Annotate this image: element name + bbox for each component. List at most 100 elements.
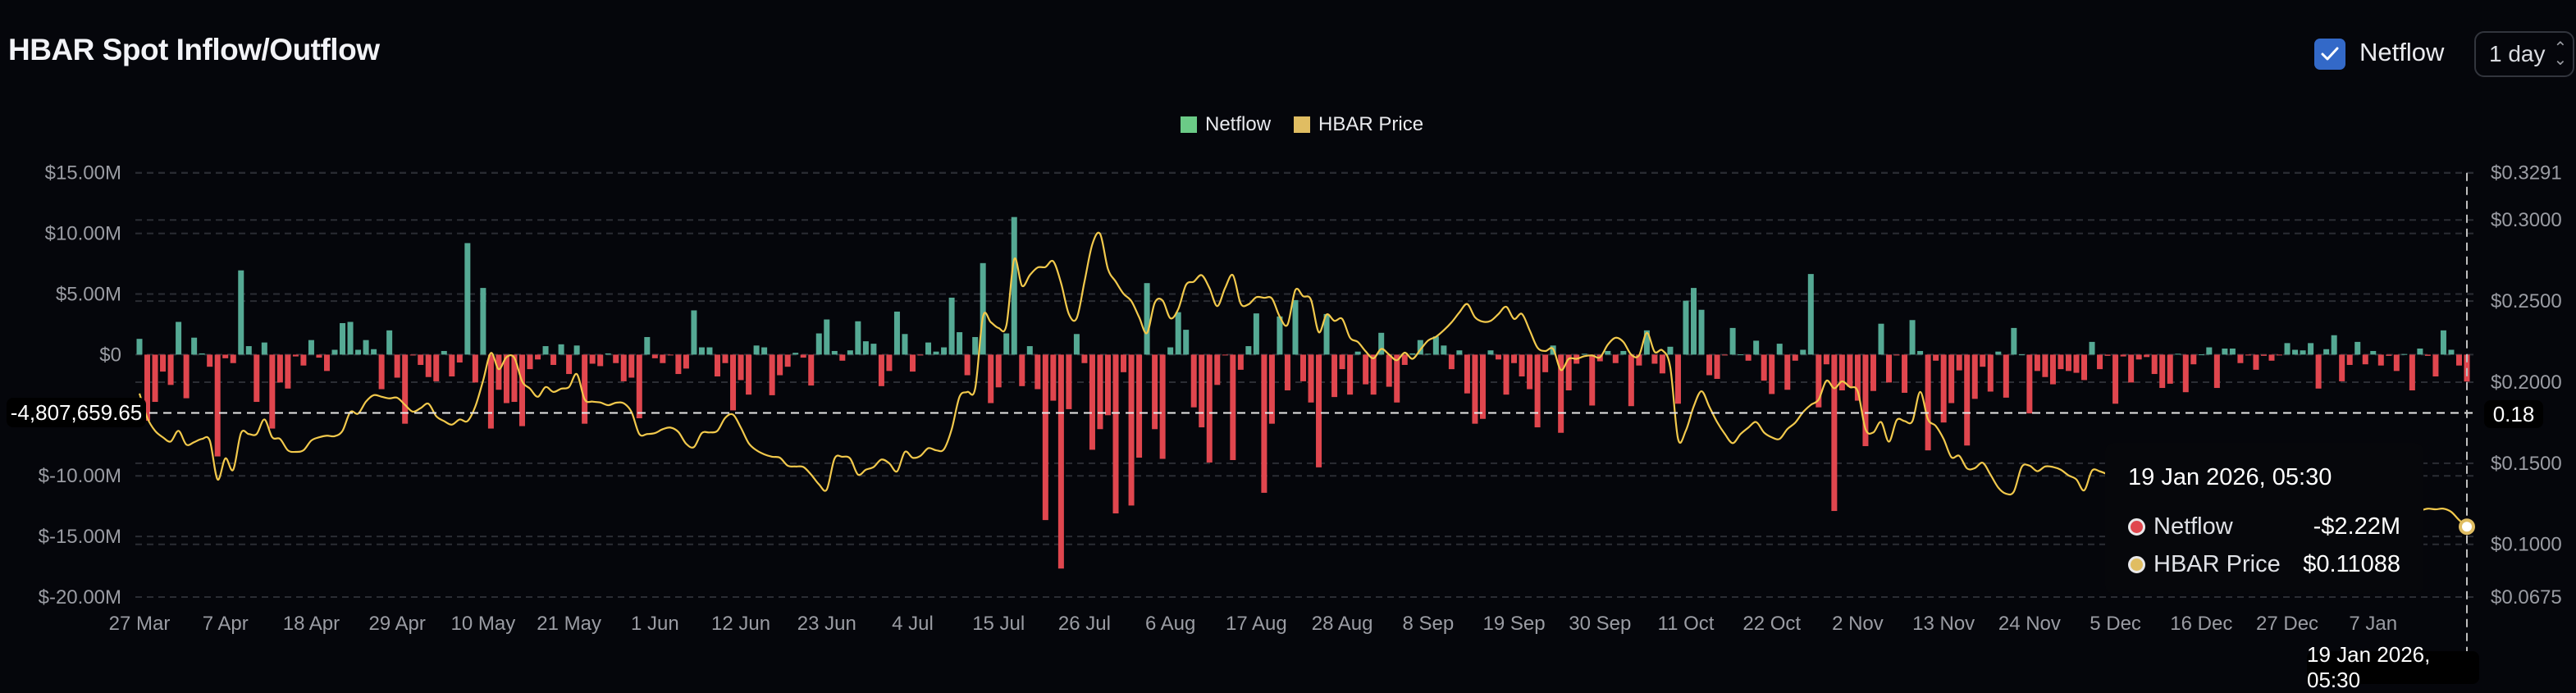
netflow-bar[interactable] — [1496, 354, 1502, 360]
netflow-bar[interactable] — [1323, 313, 1330, 355]
netflow-bar[interactable] — [1643, 330, 1650, 355]
netflow-bar[interactable] — [1363, 354, 1369, 385]
netflow-bar[interactable] — [433, 354, 440, 381]
netflow-bar[interactable] — [620, 354, 627, 381]
netflow-bar[interactable] — [2213, 354, 2220, 389]
netflow-bar[interactable] — [355, 349, 362, 355]
netflow-bar[interactable] — [527, 354, 533, 370]
netflow-bar[interactable] — [1792, 354, 1798, 361]
netflow-bar[interactable] — [2308, 343, 2314, 355]
netflow-bar[interactable] — [276, 354, 283, 383]
netflow-bar[interactable] — [831, 350, 838, 355]
netflow-bar[interactable] — [1511, 354, 1518, 363]
netflow-bar[interactable] — [995, 354, 1002, 388]
netflow-bar[interactable] — [441, 350, 447, 355]
netflow-bar[interactable] — [1479, 354, 1486, 419]
netflow-bar[interactable] — [2081, 354, 2088, 381]
netflow-bar[interactable] — [1354, 351, 1361, 355]
netflow-bar[interactable] — [207, 354, 213, 367]
netflow-bar[interactable] — [738, 354, 744, 381]
netflow-bar[interactable] — [1870, 354, 1876, 391]
netflow-bar[interactable] — [535, 354, 541, 360]
netflow-bar[interactable] — [2206, 347, 2213, 355]
netflow-bar[interactable] — [496, 354, 502, 390]
netflow-bar[interactable] — [2409, 354, 2415, 391]
netflow-bar[interactable] — [340, 322, 346, 355]
netflow-bar[interactable] — [902, 334, 908, 355]
netflow-bar[interactable] — [746, 354, 752, 395]
netflow-bar[interactable] — [1847, 354, 1853, 387]
netflow-bar[interactable] — [300, 354, 307, 366]
netflow-bar[interactable] — [1674, 354, 1681, 404]
netflow-bar[interactable] — [2112, 354, 2119, 404]
netflow-bar[interactable] — [1011, 217, 1017, 355]
netflow-bar[interactable] — [792, 353, 799, 355]
netflow-bar[interactable] — [2253, 354, 2259, 370]
netflow-bar[interactable] — [1800, 349, 1806, 355]
netflow-bar[interactable] — [464, 243, 471, 355]
netflow-bar[interactable] — [2018, 354, 2025, 356]
netflow-bar[interactable] — [613, 354, 619, 363]
netflow-bar[interactable] — [862, 341, 869, 355]
netflow-bar[interactable] — [2042, 354, 2048, 377]
netflow-bar[interactable] — [1902, 354, 1908, 393]
netflow-bar[interactable] — [988, 354, 994, 403]
legend-item-price[interactable]: HBAR Price — [1294, 113, 1423, 136]
netflow-bar[interactable] — [893, 311, 900, 355]
netflow-bar[interactable] — [1401, 354, 1408, 365]
netflow-bar[interactable] — [1409, 353, 1416, 355]
netflow-bar[interactable] — [1261, 354, 1267, 493]
netflow-bar[interactable] — [948, 297, 955, 355]
netflow-bar[interactable] — [1339, 354, 1345, 370]
netflow-bar[interactable] — [2003, 354, 2009, 398]
netflow-bar[interactable] — [1698, 309, 1705, 355]
netflow-bar[interactable] — [542, 346, 549, 355]
netflow-bar[interactable] — [2284, 343, 2291, 355]
netflow-bar[interactable] — [1112, 354, 1119, 514]
netflow-bar[interactable] — [800, 354, 806, 358]
netflow-bar[interactable] — [167, 354, 174, 385]
netflow-bar[interactable] — [2260, 354, 2267, 356]
netflow-bar[interactable] — [870, 344, 877, 355]
netflow-bar[interactable] — [1745, 354, 1752, 361]
netflow-bar[interactable] — [1026, 346, 1033, 355]
netflow-bar[interactable] — [386, 330, 393, 355]
netflow-bar[interactable] — [1612, 354, 1619, 363]
netflow-bar[interactable] — [651, 354, 658, 358]
netflow-bar[interactable] — [1722, 354, 1729, 356]
netflow-bar[interactable] — [1753, 340, 1760, 355]
netflow-bar[interactable] — [1284, 354, 1290, 391]
netflow-bar[interactable] — [1432, 336, 1439, 355]
netflow-bar[interactable] — [667, 354, 674, 356]
netflow-bar[interactable] — [2315, 354, 2322, 389]
netflow-bar[interactable] — [1683, 300, 1689, 355]
netflow-bar[interactable] — [2432, 354, 2439, 377]
netflow-bar[interactable] — [1816, 354, 1822, 408]
netflow-bar[interactable] — [2065, 354, 2071, 372]
netflow-bar[interactable] — [1128, 354, 1135, 506]
netflow-bar[interactable] — [2401, 353, 2408, 355]
netflow-bar[interactable] — [2417, 349, 2423, 355]
netflow-bar[interactable] — [847, 350, 853, 355]
netflow-bar[interactable] — [1940, 354, 1947, 423]
netflow-bar[interactable] — [425, 354, 432, 377]
netflow-bar[interactable] — [1386, 354, 1392, 387]
netflow-bar[interactable] — [2346, 354, 2353, 365]
netflow-bar[interactable] — [1636, 354, 1642, 366]
netflow-bar[interactable] — [199, 353, 205, 355]
netflow-bar[interactable] — [2455, 354, 2462, 366]
netflow-bar[interactable] — [1316, 354, 1322, 467]
legend-item-netflow[interactable]: Netflow — [1181, 113, 1271, 136]
netflow-bar[interactable] — [1019, 354, 1025, 386]
netflow-bar[interactable] — [2331, 335, 2337, 355]
netflow-bar[interactable] — [1503, 354, 1510, 395]
netflow-bar[interactable] — [456, 354, 463, 363]
netflow-bar[interactable] — [1472, 354, 1478, 424]
netflow-bar[interactable] — [1620, 350, 1627, 355]
netflow-bar[interactable] — [1542, 354, 1549, 372]
netflow-bar[interactable] — [2073, 354, 2080, 373]
netflow-bar[interactable] — [2198, 354, 2204, 356]
netflow-bar[interactable] — [136, 339, 143, 355]
netflow-bar[interactable] — [292, 354, 299, 357]
netflow-bar[interactable] — [1691, 288, 1697, 355]
